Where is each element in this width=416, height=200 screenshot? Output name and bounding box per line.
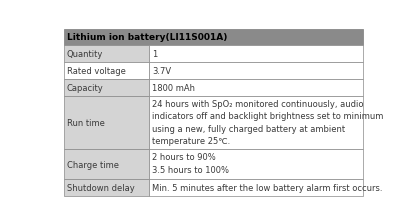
- Bar: [64, 30, 363, 45]
- Bar: [149, 150, 363, 179]
- Text: Min. 5 minutes after the low battery alarm first occurs.: Min. 5 minutes after the low battery ala…: [152, 183, 382, 192]
- Bar: [64, 179, 149, 196]
- Bar: [64, 45, 149, 62]
- Bar: [149, 45, 363, 62]
- Bar: [149, 179, 363, 196]
- Text: Lithium ion battery(LI11S001A): Lithium ion battery(LI11S001A): [67, 33, 227, 42]
- Bar: [64, 96, 149, 150]
- Text: Quantity: Quantity: [67, 49, 103, 58]
- Bar: [64, 150, 149, 179]
- Text: 3.7V: 3.7V: [152, 66, 171, 75]
- Text: Charge time: Charge time: [67, 160, 119, 169]
- Text: 24 hours with SpO₂ monitored continuously, audio
indicators off and backlight br: 24 hours with SpO₂ monitored continuousl…: [152, 99, 384, 145]
- Bar: [149, 62, 363, 79]
- Text: Shutdown delay: Shutdown delay: [67, 183, 134, 192]
- Bar: [64, 79, 149, 96]
- Bar: [64, 62, 149, 79]
- Text: 2 hours to 90%
3.5 hours to 100%: 2 hours to 90% 3.5 hours to 100%: [152, 153, 229, 174]
- Bar: [149, 79, 363, 96]
- Text: 1800 mAh: 1800 mAh: [152, 83, 195, 92]
- Text: Rated voltage: Rated voltage: [67, 66, 126, 75]
- Text: Run time: Run time: [67, 118, 104, 127]
- Text: Capacity: Capacity: [67, 83, 104, 92]
- Text: 1: 1: [152, 49, 157, 58]
- Bar: [149, 96, 363, 150]
